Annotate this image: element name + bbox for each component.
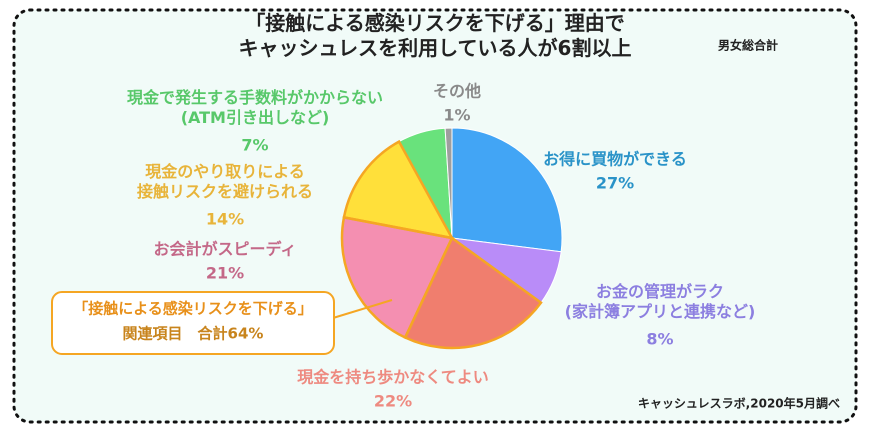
source: キャッシュレスラボ,2020年5月調べ [638,396,840,411]
slice-highlight [342,139,455,240]
value-label: 8% [646,330,673,349]
slice-highlight [403,236,543,350]
value-label: 7% [241,136,268,155]
annotation-text: 関連項目 合計64% [123,325,264,343]
annotation-box [51,291,335,355]
value-label: 22% [374,392,412,411]
annotation-text: 「接触による感染リスクを下げる」 [73,300,313,318]
slice-label: 現金のやり取りによる接触リスクを避けられる [137,162,313,201]
value-label: 27% [596,174,634,193]
slice-label: お金の管理がラク(家計簿アプリと連携など) [565,282,756,321]
slice [451,127,563,253]
slice-label: 現金を持ち歩かなくてよい [297,368,489,387]
slice-highlight [340,215,454,340]
slice-label: お得に買物ができる [543,150,687,169]
value-label: 1% [443,106,470,125]
slice-label: 現金で発生する手数料がかからない(ATM引き出しなど) [127,88,383,127]
value-label: 14% [206,210,244,229]
value-label: 21% [206,264,244,283]
slice-label: その他 [433,82,481,101]
slice-label: お会計がスピーディ [154,240,297,259]
subtitle: 男女総合計 [718,38,778,53]
annotation-connector [332,299,393,319]
chart-title: 「接触による感染リスクを下げる」理由でキャッシュレスを利用している人が6割以上 [239,11,632,60]
slice [444,127,453,239]
